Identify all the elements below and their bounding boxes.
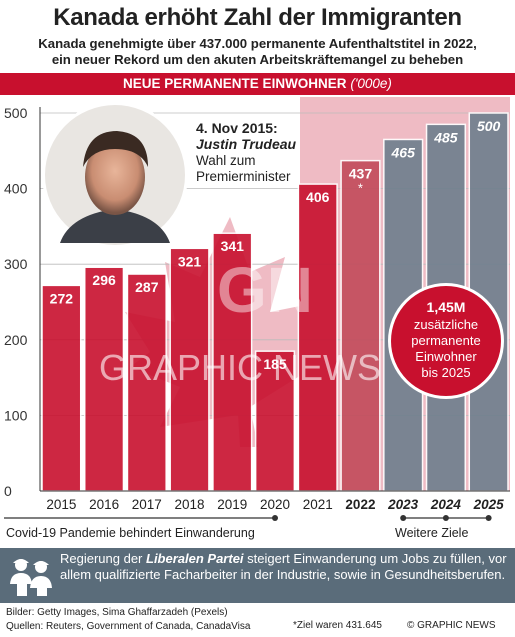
- x-tick-label-2025: 2025: [473, 497, 505, 512]
- y-tick-label: 100: [4, 407, 28, 423]
- value-label-2019: 341: [221, 238, 245, 254]
- x-tick-label-2015: 2015: [46, 497, 76, 512]
- chart-subtitle: Kanada genehmigte über 437.000 permanent…: [0, 36, 515, 68]
- value-label-suffix-2022: *: [358, 181, 363, 196]
- y-tick-label: 400: [4, 181, 28, 197]
- covid-note: Covid-19 Pandemie behindert Einwanderung: [6, 526, 255, 540]
- portrait-photo: [42, 102, 188, 248]
- value-label-2016: 296: [92, 272, 116, 288]
- source-credits: Quellen: Reuters, Government of Canada, …: [6, 621, 251, 632]
- image-credits: Bilder: Getty Images, Sima Ghaffarzadeh …: [6, 607, 228, 618]
- x-tick-label-2024: 2024: [430, 497, 462, 512]
- x-tick-label-2019: 2019: [217, 497, 247, 512]
- timeline-brackets: [4, 515, 492, 521]
- bars: [41, 112, 509, 492]
- watermark-text: GRAPHIC NEWS: [99, 347, 381, 388]
- portrait-hair: [83, 131, 148, 167]
- portrait-face: [85, 139, 145, 215]
- target-footnote: *Ziel waren 431.645: [293, 620, 382, 631]
- bar-chart: GN GRAPHIC NEWS 272 296 287 321 341 185 406 437*…: [4, 97, 510, 521]
- banner-label: NEUE PERMANENTE EINWOHNER: [123, 76, 347, 91]
- value-label-2023: 465: [391, 144, 416, 160]
- x-tick-label-2023: 2023: [387, 497, 419, 512]
- info-party: Liberalen Partei: [146, 551, 244, 566]
- x-tick-label-2017: 2017: [132, 497, 162, 512]
- target-marker: [442, 515, 449, 521]
- bar-2021: [297, 183, 338, 492]
- value-label-2015: 272: [50, 290, 74, 306]
- target-marker: [485, 515, 492, 521]
- annotation-name: Justin Trudeau: [196, 136, 297, 152]
- x-tick-label-2018: 2018: [175, 497, 205, 512]
- callout-value: 1,45M: [427, 299, 466, 315]
- value-label-2017: 287: [135, 279, 159, 295]
- credits: Bilder: Getty Images, Sima Ghaffarzadeh …: [6, 606, 250, 634]
- annotation-line-1: Wahl zum: [196, 153, 256, 168]
- callout-line-4: bis 2025: [421, 365, 470, 380]
- y-tick-label: 0: [4, 483, 12, 499]
- value-label-2021: 406: [306, 189, 330, 205]
- value-label-2022: 437: [349, 166, 373, 182]
- subtitle-line-1: Kanada genehmigte über 437.000 permanent…: [38, 36, 477, 51]
- workers-icon: [10, 559, 52, 596]
- info-rest: steigert Einwanderung um Jobs zu füllen,…: [60, 551, 507, 582]
- bar-2017: [126, 273, 167, 492]
- x-tick-label-2020: 2020: [260, 497, 290, 512]
- axes: 0 100 200 300 400 500 2015 2016 2017 2018 2019 2020…: [4, 105, 510, 512]
- value-label-2024: 485: [433, 129, 458, 145]
- watermark-logo: GN: [217, 254, 313, 326]
- value-label-2018: 321: [178, 253, 202, 269]
- subtitle-line-2: ein neuer Rekord um den akuten Arbeitskr…: [51, 52, 464, 67]
- bar-2022: [340, 159, 381, 492]
- info-prefix: Regierung der: [60, 551, 146, 566]
- target-marker: [400, 515, 407, 521]
- portrait-suit: [60, 209, 170, 243]
- annotation-line-2: Premierminister: [196, 169, 291, 184]
- trudeau-annotation: 4. Nov 2015: Justin Trudeau Wahl zum Pre…: [196, 120, 297, 184]
- annotation-date: 4. Nov 2015:: [196, 120, 278, 136]
- info-text: Regierung der Liberalen Partei steigert …: [60, 551, 510, 583]
- chart-title: Kanada erhöht Zahl der Immigranten: [53, 4, 462, 31]
- x-tick-label-2016: 2016: [89, 497, 119, 512]
- watermark: GN GRAPHIC NEWS: [99, 254, 381, 388]
- y-tick-label: 300: [4, 256, 28, 272]
- bar-2019: [212, 232, 253, 492]
- bar-2015: [41, 284, 82, 492]
- y-tick-label: 500: [4, 105, 28, 121]
- x-tick-label-2021: 2021: [303, 497, 333, 512]
- callout-line-2: permanente: [411, 333, 480, 348]
- callout-line-3: Einwohner: [415, 349, 477, 364]
- banner-unit: ('000e): [350, 76, 392, 91]
- covid-marker: [272, 515, 278, 521]
- callout-line-1: zusätzliche: [414, 317, 478, 332]
- x-tick-label-2022: 2022: [345, 497, 375, 512]
- section-banner: NEUE PERMANENTE EINWOHNER ('000e): [0, 73, 515, 95]
- value-label-2020: 185: [263, 356, 287, 372]
- value-label-2025: 500: [477, 118, 501, 134]
- targets-note: Weitere Ziele: [395, 526, 469, 540]
- y-tick-label: 200: [4, 332, 28, 348]
- info-panel: Regierung der Liberalen Partei steigert …: [0, 548, 515, 603]
- value-labels: 272 296 287 321 341 185 406 437* 465 485 500: [50, 118, 501, 372]
- target-callout: 1,45M zusätzliche permanente Einwohner b…: [388, 283, 504, 399]
- brand-credit: © GRAPHIC NEWS: [407, 620, 496, 631]
- callout-circle: [391, 286, 501, 396]
